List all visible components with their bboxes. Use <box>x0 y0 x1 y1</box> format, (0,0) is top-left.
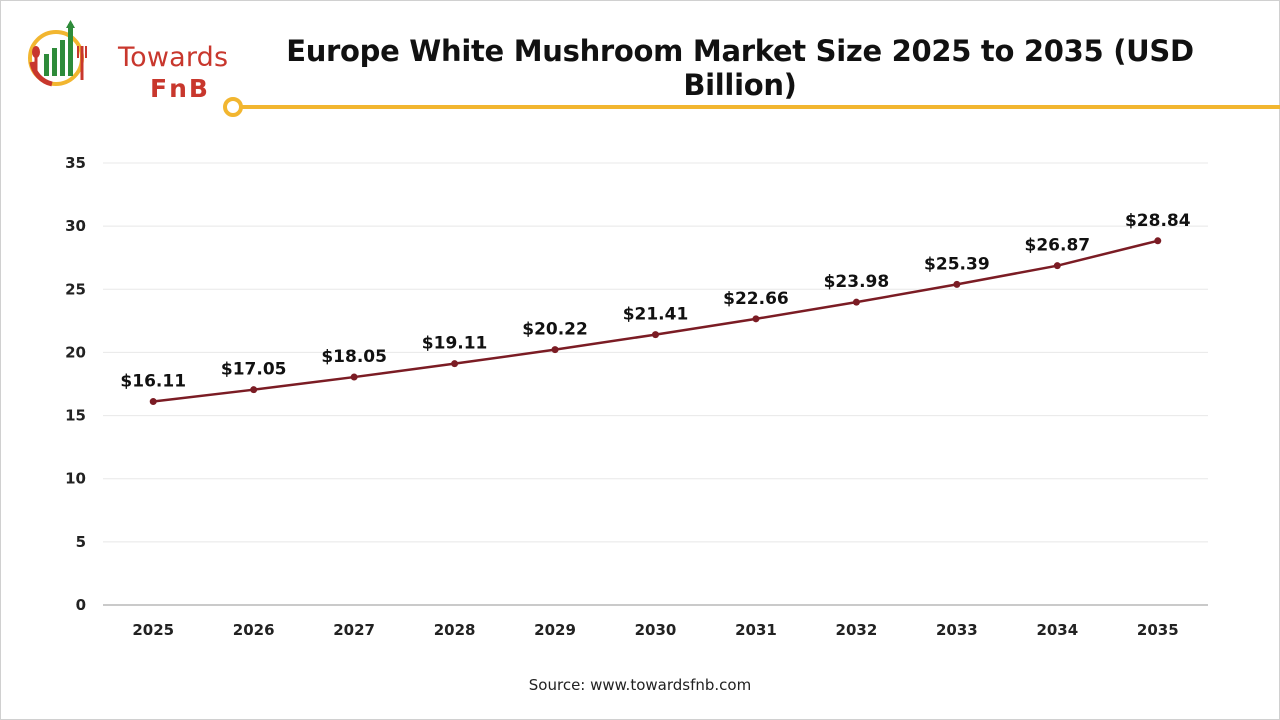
data-label: $25.39 <box>924 254 990 274</box>
x-tick-label: 2030 <box>635 621 677 639</box>
x-tick-label: 2034 <box>1036 621 1078 639</box>
x-tick-label: 2027 <box>333 621 375 639</box>
y-tick-label: 35 <box>65 154 86 172</box>
towards-fnb-logo: Towards FnB <box>22 18 228 103</box>
logo-emblem-icon <box>28 20 87 87</box>
data-point <box>350 373 358 381</box>
logo-text-fnb: FnB <box>150 74 210 103</box>
source-note: Source: www.towardsfnb.com <box>528 676 752 694</box>
data-label: $23.98 <box>824 272 890 292</box>
y-tick-label: 20 <box>65 343 86 361</box>
logo-text-towards: Towards <box>118 42 229 73</box>
data-point <box>551 346 559 354</box>
title-underline-dot <box>223 97 243 117</box>
y-tick-label: 25 <box>65 280 86 298</box>
data-point <box>250 386 258 394</box>
data-point <box>451 360 459 368</box>
data-point <box>852 298 860 306</box>
data-point <box>1053 262 1061 270</box>
data-point <box>752 315 760 323</box>
x-tick-label: 2033 <box>936 621 978 639</box>
data-label: $20.22 <box>522 320 588 340</box>
data-label: $26.87 <box>1025 236 1091 256</box>
x-tick-label: 2026 <box>233 621 275 639</box>
data-label: $21.41 <box>623 305 689 325</box>
y-tick-label: 15 <box>65 407 86 425</box>
y-tick-label: 30 <box>65 217 86 235</box>
data-point <box>953 280 961 288</box>
x-tick-label: 2028 <box>434 621 476 639</box>
data-label: $17.05 <box>221 360 287 380</box>
data-point <box>1154 237 1162 245</box>
data-label: $16.11 <box>120 372 186 392</box>
data-label: $18.05 <box>321 347 387 367</box>
x-tick-label: 2032 <box>836 621 878 639</box>
x-tick-label: 2029 <box>534 621 576 639</box>
chart-title: Europe White Mushroom Market Size 2025 t… <box>286 34 1194 102</box>
data-point <box>149 398 157 406</box>
data-label: $22.66 <box>723 289 789 309</box>
y-tick-label: 5 <box>76 533 86 551</box>
data-label: $28.84 <box>1125 211 1191 231</box>
data-label: $19.11 <box>422 334 488 354</box>
y-tick-label: 0 <box>76 596 86 614</box>
x-tick-label: 2035 <box>1137 621 1179 639</box>
y-tick-label: 10 <box>65 470 86 488</box>
x-tick-label: 2025 <box>132 621 174 639</box>
data-point <box>652 331 659 339</box>
x-tick-label: 2031 <box>735 621 777 639</box>
